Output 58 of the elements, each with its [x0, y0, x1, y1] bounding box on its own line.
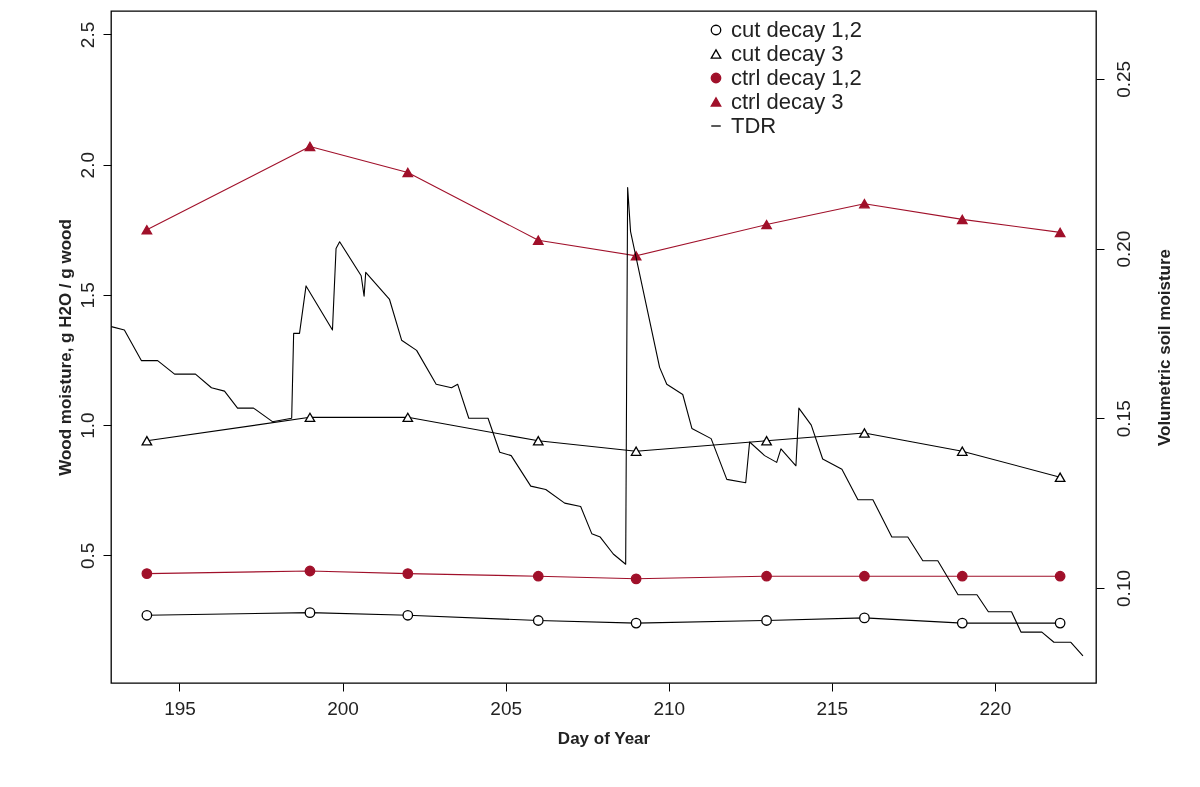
legend-label: cut decay 3: [731, 41, 844, 66]
y2-tick-label: 0.15: [1112, 400, 1134, 438]
point: [859, 198, 870, 209]
point: [1054, 617, 1066, 629]
point: [956, 446, 968, 456]
point: [1054, 472, 1066, 482]
point: [859, 428, 870, 438]
y2-tick-label: 0.20: [1112, 230, 1134, 268]
y-tick-label: 1.0: [76, 412, 98, 439]
point: [304, 412, 316, 423]
point: [1054, 570, 1066, 582]
point: [630, 573, 642, 585]
x-tick-label: 220: [979, 697, 1012, 719]
point: [1054, 227, 1066, 238]
point: [956, 617, 968, 629]
point: [304, 141, 316, 152]
point: [141, 225, 153, 235]
y-tick-label: 2.5: [76, 21, 98, 49]
point: [402, 412, 414, 423]
y-tick-label: 1.5: [76, 282, 98, 309]
legend-label: ctrl decay 1,2: [731, 65, 862, 90]
point: [532, 436, 544, 446]
point: [141, 436, 153, 446]
legend-label: TDR: [731, 113, 777, 138]
x-tick-label: 195: [164, 697, 196, 719]
point: [141, 568, 153, 579]
point: [761, 615, 772, 626]
point: [859, 570, 870, 582]
y2-tick-label: 0.10: [1112, 569, 1134, 607]
x-tick-label: 210: [653, 697, 686, 719]
x-axis-title: Day of Year: [557, 728, 651, 748]
legend-label: ctrl decay 3: [731, 89, 844, 114]
point: [761, 570, 772, 582]
x-tick-label: 215: [816, 697, 849, 719]
point: [304, 607, 316, 619]
y-tick-label: 2.0: [76, 151, 98, 179]
legend-label: cut decay 1,2: [731, 17, 862, 42]
y-axis-title: Wood moisture, g H2O / g wood: [55, 219, 75, 476]
point: [761, 219, 772, 230]
point: [630, 617, 642, 629]
point: [532, 235, 544, 245]
y2-tick-label: 0.25: [1112, 60, 1134, 98]
point: [761, 436, 772, 446]
point: [859, 612, 870, 624]
point: [956, 214, 968, 225]
point: [956, 570, 968, 582]
point: [532, 615, 544, 626]
point: [402, 568, 414, 579]
point: [141, 609, 153, 621]
point: [532, 570, 544, 582]
x-tick-label: 205: [490, 697, 522, 719]
y2-axis-title: Volumetric soil moisture: [1154, 248, 1174, 447]
x-tick-label: 200: [327, 697, 359, 719]
point: [304, 565, 316, 577]
point: [402, 609, 414, 621]
y-tick-label: 0.5: [76, 542, 98, 570]
point: [630, 446, 642, 456]
point: [402, 167, 414, 178]
